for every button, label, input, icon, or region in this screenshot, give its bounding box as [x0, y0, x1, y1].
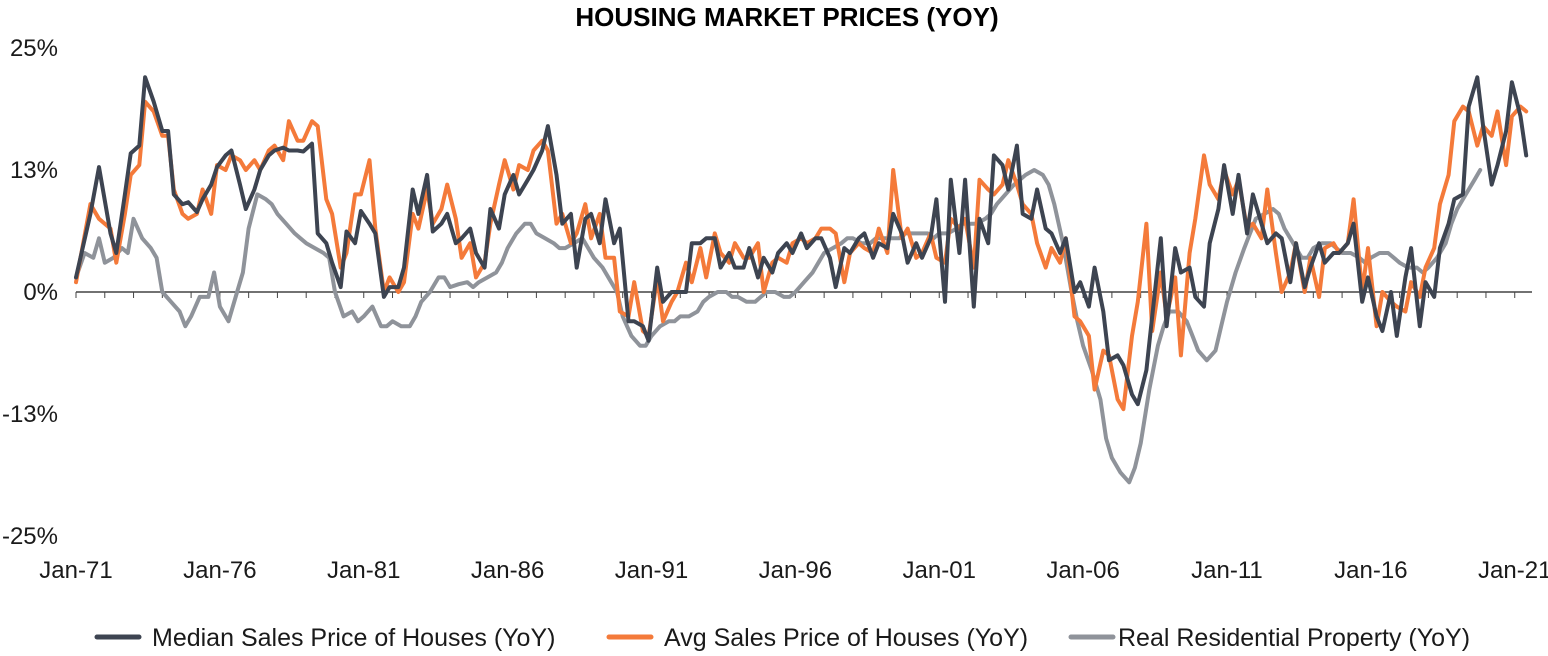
x-tick-label: Jan-86 — [471, 557, 544, 584]
x-axis-ticks: Jan-71 Jan-76 Jan-81 Jan-86 Jan-91 Jan-96 Jan-… — [39, 557, 1548, 584]
x-tick-label: Jan-96 — [759, 557, 832, 584]
legend-label: Median Sales Price of Houses (YoY) — [152, 624, 555, 652]
x-tick-label: Jan-06 — [1046, 557, 1119, 584]
x-tick-label: Jan-76 — [183, 557, 256, 584]
y-tick-label: -13% — [2, 401, 58, 428]
chart-title: HOUSING MARKET PRICES (YOY) — [575, 2, 998, 32]
legend-label: Real Residential Property (YoY) — [1118, 624, 1470, 652]
x-tick-label: Jan-16 — [1334, 557, 1407, 584]
y-tick-label: 13% — [10, 157, 58, 184]
y-axis-ticks: 25% 13% 0% -13% -25% — [2, 35, 58, 550]
x-tick-label: Jan-01 — [903, 557, 976, 584]
legend: Median Sales Price of Houses (YoY) Avg Sa… — [94, 624, 1470, 652]
x-tick-label: Jan-71 — [39, 557, 112, 584]
x-tick-label: Jan-91 — [615, 557, 688, 584]
series-line-2 — [74, 168, 1483, 485]
x-tick-label: Jan-21 — [1478, 557, 1548, 584]
y-tick-label: 0% — [23, 279, 58, 306]
series-lines — [74, 75, 1529, 485]
y-tick-label: 25% — [10, 35, 58, 62]
x-tick-label: Jan-81 — [327, 557, 400, 584]
x-tick-label: Jan-11 — [1191, 557, 1263, 584]
legend-label: Avg Sales Price of Houses (YoY) — [664, 624, 1028, 652]
y-tick-label: -25% — [2, 523, 58, 550]
series-line-0 — [74, 75, 1529, 407]
